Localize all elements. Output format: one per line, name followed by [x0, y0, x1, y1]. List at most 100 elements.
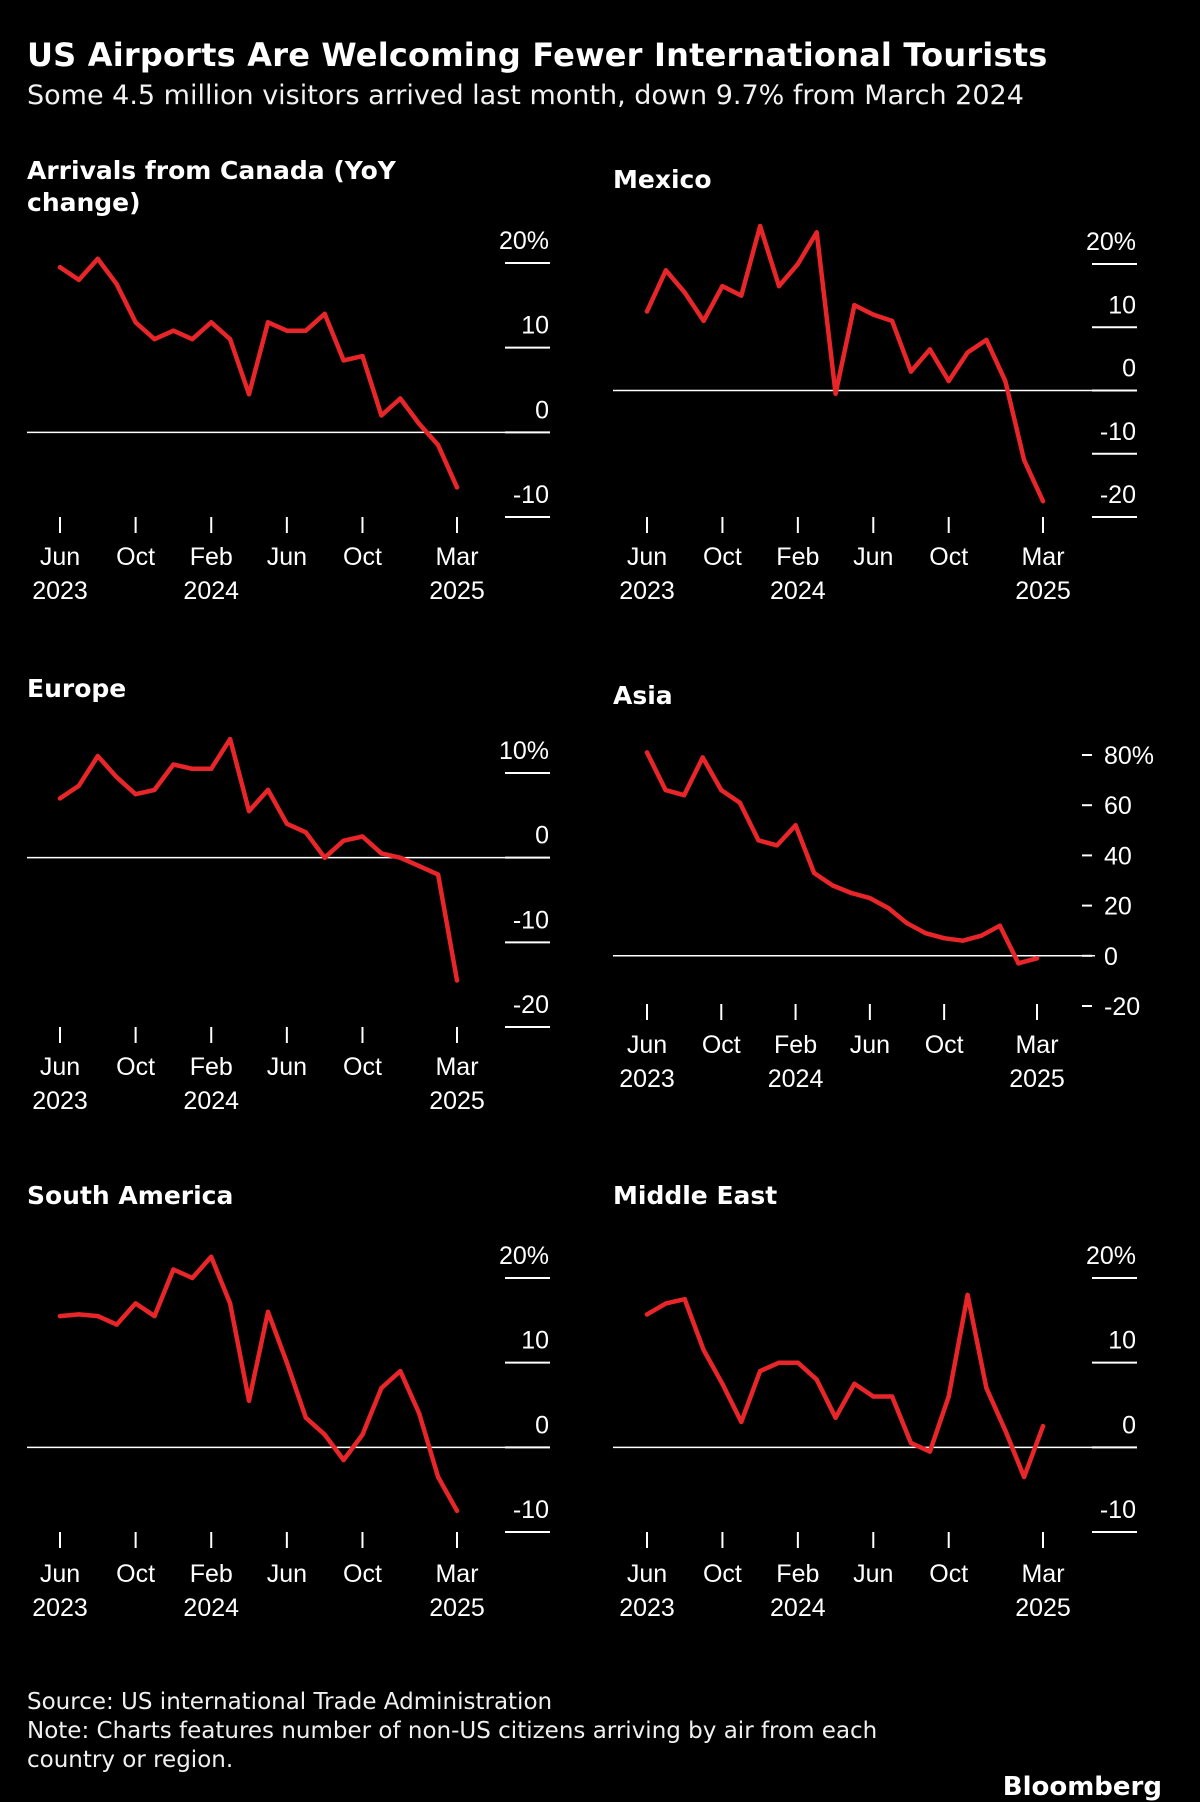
asia-x-tick-year: 2023	[619, 1065, 675, 1093]
canada-x-tick-year: 2024	[183, 577, 239, 605]
middle-east-x-tick-year: 2024	[770, 1594, 826, 1622]
asia-data-point	[774, 843, 780, 848]
canada-data-point	[133, 320, 138, 325]
middle-east-data-point	[701, 1347, 706, 1353]
south-america-x-tick-month: Oct	[343, 1560, 382, 1588]
europe-data-point	[284, 821, 290, 826]
canada-y-tick-label: 10	[521, 312, 549, 340]
asia-data-point	[867, 895, 873, 901]
europe-y-tick-label: -20	[513, 991, 549, 1019]
europe-data-point	[95, 753, 101, 759]
mexico-data-point	[852, 302, 857, 308]
mexico-data-point	[965, 350, 970, 355]
middle-east-x-tick-month: Feb	[776, 1560, 819, 1588]
europe-data-point	[398, 855, 403, 860]
middle-east-data-point	[776, 1360, 782, 1365]
asia-data-point	[997, 923, 1003, 928]
canada-data-point	[322, 311, 327, 316]
mexico-y-tick-label: 10	[1108, 291, 1136, 319]
middle-east-data-point	[1021, 1474, 1027, 1480]
mexico-data-point	[1040, 498, 1046, 504]
panel-title-middle-east: Middle East	[613, 1181, 778, 1210]
asia-data-point	[811, 870, 817, 876]
asia-data-point	[700, 755, 705, 760]
mexico-x-tick-month: Oct	[929, 543, 968, 571]
europe-x-tick-year: 2023	[32, 1087, 88, 1115]
europe-data-point	[227, 736, 233, 742]
middle-east-x-tick-month: Jun	[627, 1560, 667, 1588]
panel-title-canada: Arrivals from Canada (YoY change)	[27, 156, 396, 217]
asia-x-tick-month: Oct	[925, 1031, 964, 1059]
asia-data-point	[941, 936, 947, 941]
asia-x-tick-year: 2024	[768, 1065, 824, 1093]
mexico-x-tick-month: Jun	[627, 543, 667, 571]
middle-east-data-point	[871, 1394, 876, 1399]
europe-data-point	[190, 766, 195, 771]
mexico-data-point	[814, 230, 819, 235]
south-america-data-point	[322, 1432, 327, 1437]
middle-east-data-point	[814, 1377, 819, 1382]
middle-east-data-point	[965, 1292, 970, 1298]
europe-data-point	[57, 796, 63, 801]
asia-series-line	[644, 750, 1040, 966]
asia-data-point	[960, 938, 965, 943]
europe-data-point	[114, 775, 119, 780]
asia-x-tick-month: Oct	[702, 1031, 741, 1059]
asia-y-tick-label: 80%	[1104, 742, 1154, 770]
middle-east-data-point	[908, 1440, 914, 1446]
panel-title-mexico: Mexico	[613, 165, 712, 194]
europe-data-point	[303, 830, 308, 835]
europe-data-point	[152, 787, 157, 793]
south-america-y-tick-label: 10	[521, 1327, 549, 1355]
mexico-data-point	[833, 391, 838, 396]
europe-y-tick-label: 0	[535, 822, 549, 850]
south-america-data-point	[190, 1275, 195, 1281]
canada-data-point	[152, 337, 157, 342]
asia-data-point	[644, 750, 650, 755]
south-america-data-point	[341, 1457, 346, 1463]
asia-data-point	[719, 787, 724, 793]
middle-east-x-tick-year: 2025	[1015, 1594, 1071, 1622]
mexico-x-tick-month: Jun	[853, 543, 893, 571]
canada-y-tick-label: 0	[535, 396, 549, 424]
canada-data-point	[171, 328, 176, 333]
canada-data-point	[435, 442, 441, 448]
panel-title-south-america: South America	[27, 1181, 234, 1210]
canada-data-point	[360, 353, 365, 359]
europe-data-point	[322, 855, 327, 860]
asia-data-point	[923, 931, 928, 936]
mexico-x-tick-month: Oct	[703, 543, 742, 571]
south-america-data-point	[209, 1254, 214, 1260]
europe-data-point	[360, 834, 365, 839]
canada-x-tick-month: Jun	[40, 543, 80, 571]
middle-east-data-point	[1003, 1428, 1008, 1433]
canada-data-point	[76, 277, 82, 283]
europe-data-point	[341, 838, 346, 843]
middle-east-data-point	[757, 1368, 763, 1374]
europe-x-tick-month: Jun	[267, 1053, 307, 1081]
middle-east-y-tick-label: 0	[1122, 1411, 1136, 1439]
south-america-data-point	[303, 1415, 308, 1420]
canada-data-point	[114, 281, 119, 287]
europe-x-tick-month: Oct	[116, 1053, 155, 1081]
chart-note: Note: Charts features number of non-US c…	[27, 1718, 878, 1773]
south-america-data-point	[416, 1411, 422, 1416]
mexico-y-tick-label: -10	[1100, 418, 1136, 446]
middle-east-data-point	[644, 1312, 650, 1317]
south-america-x-tick-year: 2025	[429, 1594, 485, 1622]
south-america-y-tick-label: 20%	[499, 1242, 549, 1270]
mexico-data-point	[644, 309, 650, 314]
mexico-y-tick-label: 0	[1122, 355, 1136, 383]
middle-east-data-point	[833, 1415, 838, 1420]
mexico-data-point	[946, 378, 951, 384]
europe-data-point	[76, 783, 82, 788]
europe-data-point	[246, 808, 252, 814]
europe-data-point	[171, 762, 176, 767]
middle-east-data-point	[663, 1301, 669, 1306]
middle-east-data-point	[682, 1296, 687, 1302]
mexico-x-tick-year: 2025	[1015, 577, 1071, 605]
mexico-x-tick-year: 2023	[619, 577, 675, 605]
panel-title-europe: Europe	[27, 674, 127, 703]
south-america-x-tick-year: 2024	[183, 1594, 239, 1622]
canada-series-line	[57, 256, 460, 490]
